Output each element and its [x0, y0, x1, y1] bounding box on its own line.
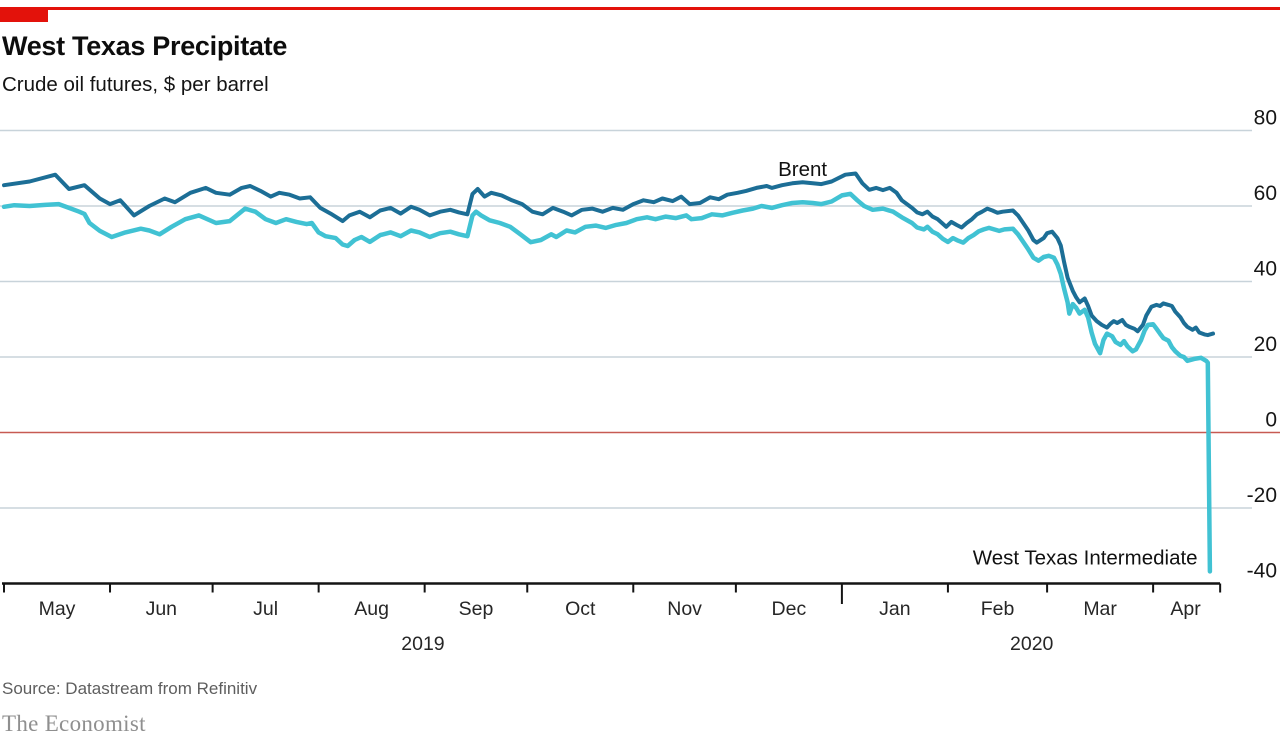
top-red-rule	[0, 7, 1280, 10]
month-label: Feb	[981, 598, 1015, 620]
y-axis-label: 60	[1254, 182, 1277, 205]
y-axis-label: 0	[1265, 409, 1277, 432]
month-label: Sep	[459, 598, 494, 620]
y-axis-label: -20	[1247, 484, 1277, 507]
month-label: May	[39, 598, 76, 620]
series-annotation: West Texas Intermediate	[973, 547, 1198, 570]
month-label: Nov	[667, 598, 702, 620]
month-label: Jul	[253, 598, 278, 620]
month-label: Jan	[879, 598, 910, 620]
y-axis-label: -40	[1247, 560, 1277, 583]
economist-logo: The Economist	[2, 711, 146, 736]
brent-line	[2, 171, 1215, 338]
month-label: Oct	[565, 598, 596, 620]
year-label: 2020	[1010, 633, 1054, 655]
source-note: Source: Datastream from Refinitiv	[2, 679, 258, 698]
year-label: 2019	[401, 633, 444, 655]
month-label: Mar	[1083, 598, 1117, 620]
y-axis-label: 40	[1254, 258, 1277, 281]
y-axis-label: 80	[1254, 107, 1277, 130]
west-texas-intermediate-line	[1, 191, 1213, 574]
month-label: Jun	[146, 598, 177, 620]
y-axis-label: 20	[1254, 333, 1277, 356]
month-label: Apr	[1170, 598, 1201, 620]
month-label: Dec	[772, 598, 807, 620]
page-subtitle: Crude oil futures, $ per barrel	[2, 73, 269, 96]
month-label: Aug	[354, 598, 389, 620]
series-annotation: Brent	[778, 158, 827, 181]
red-tab	[0, 7, 48, 22]
page-title: West Texas Precipitate	[2, 31, 288, 61]
